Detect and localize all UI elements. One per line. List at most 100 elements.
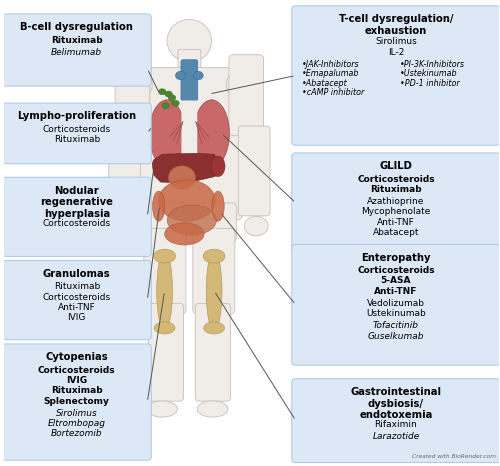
- Text: Splenectomy: Splenectomy: [44, 397, 110, 406]
- Ellipse shape: [206, 252, 222, 330]
- FancyBboxPatch shape: [193, 228, 235, 314]
- Text: Corticosteroids: Corticosteroids: [42, 125, 111, 134]
- FancyBboxPatch shape: [2, 103, 152, 164]
- FancyBboxPatch shape: [142, 203, 236, 242]
- Text: Vedolizumab: Vedolizumab: [367, 299, 425, 308]
- Ellipse shape: [147, 401, 178, 417]
- Text: •JAK-Inhibitors: •JAK-Inhibitors: [302, 60, 360, 69]
- Text: •Ustekinumab: •Ustekinumab: [400, 69, 458, 78]
- Text: Rituximab: Rituximab: [54, 135, 100, 144]
- Ellipse shape: [204, 322, 225, 334]
- Text: Anti-TNF: Anti-TNF: [377, 218, 415, 226]
- Ellipse shape: [198, 401, 228, 417]
- Text: B-cell dysregulation: B-cell dysregulation: [20, 22, 133, 32]
- FancyBboxPatch shape: [292, 153, 500, 253]
- Text: Rituximab: Rituximab: [54, 282, 100, 291]
- Ellipse shape: [164, 223, 204, 245]
- FancyBboxPatch shape: [2, 260, 152, 340]
- Text: Belimumab: Belimumab: [51, 48, 102, 57]
- Text: Nodular
regenerative
hyperplasia: Nodular regenerative hyperplasia: [40, 185, 113, 219]
- Text: •Emapalumab: •Emapalumab: [302, 69, 359, 78]
- Text: Enteropathy: Enteropathy: [361, 253, 430, 263]
- Text: •PD-1 inhibitor: •PD-1 inhibitor: [400, 79, 460, 88]
- Text: Bortezomib: Bortezomib: [51, 430, 102, 439]
- Ellipse shape: [158, 180, 216, 221]
- Ellipse shape: [162, 103, 170, 109]
- Ellipse shape: [167, 205, 216, 235]
- Text: Tofacitinib: Tofacitinib: [373, 321, 419, 330]
- FancyBboxPatch shape: [182, 101, 198, 169]
- Text: IVIG: IVIG: [68, 313, 86, 322]
- Text: Rituximab: Rituximab: [51, 35, 102, 45]
- Polygon shape: [152, 153, 220, 183]
- Text: Anti-TNF: Anti-TNF: [58, 303, 96, 312]
- FancyBboxPatch shape: [292, 379, 500, 463]
- Text: •PI-3K-Inhibitors: •PI-3K-Inhibitors: [400, 60, 465, 69]
- Text: Lympho-proliferation: Lympho-proliferation: [17, 111, 136, 122]
- FancyBboxPatch shape: [2, 14, 152, 86]
- Ellipse shape: [158, 89, 166, 95]
- Ellipse shape: [211, 156, 225, 177]
- Text: Granulomas: Granulomas: [43, 269, 110, 279]
- Text: •Abatacept: •Abatacept: [302, 79, 348, 88]
- FancyBboxPatch shape: [2, 344, 152, 460]
- Text: T-cell dysregulation/
exhaustion: T-cell dysregulation/ exhaustion: [338, 14, 453, 36]
- Ellipse shape: [203, 249, 225, 263]
- Text: Abatacept: Abatacept: [372, 228, 419, 237]
- Text: Corticosteroids: Corticosteroids: [38, 366, 116, 375]
- FancyBboxPatch shape: [148, 303, 184, 401]
- FancyBboxPatch shape: [238, 126, 270, 216]
- FancyBboxPatch shape: [136, 68, 242, 220]
- FancyBboxPatch shape: [229, 55, 264, 136]
- Text: Gastrointestinal
dysbiosis/
endotoxemia: Gastrointestinal dysbiosis/ endotoxemia: [350, 387, 442, 420]
- Text: Mycophenolate: Mycophenolate: [361, 207, 430, 216]
- Text: Rituximab: Rituximab: [370, 185, 422, 194]
- Text: Ustekinumab: Ustekinumab: [366, 309, 426, 318]
- Ellipse shape: [156, 252, 172, 330]
- Text: Created with BioRender.com: Created with BioRender.com: [412, 454, 496, 459]
- Ellipse shape: [150, 100, 185, 167]
- Text: Corticosteroids: Corticosteroids: [42, 293, 111, 302]
- Text: •cAMP inhibitor: •cAMP inhibitor: [302, 88, 364, 97]
- Text: Anti-TNF: Anti-TNF: [374, 287, 418, 296]
- Ellipse shape: [167, 20, 212, 62]
- FancyBboxPatch shape: [2, 177, 152, 256]
- Text: Eltrombopag: Eltrombopag: [48, 419, 106, 428]
- Ellipse shape: [244, 216, 268, 236]
- Ellipse shape: [176, 71, 186, 80]
- Text: Guselkumab: Guselkumab: [368, 331, 424, 341]
- Text: Corticosteroids: Corticosteroids: [357, 175, 434, 184]
- Text: Cytopenias: Cytopenias: [46, 352, 108, 362]
- Ellipse shape: [110, 216, 134, 236]
- Text: IL-2: IL-2: [388, 48, 404, 57]
- Ellipse shape: [154, 322, 175, 334]
- Ellipse shape: [132, 72, 152, 97]
- Text: GLILD: GLILD: [380, 161, 412, 171]
- FancyBboxPatch shape: [196, 303, 230, 401]
- FancyBboxPatch shape: [144, 228, 186, 314]
- FancyBboxPatch shape: [292, 6, 500, 145]
- Text: Corticosteroids: Corticosteroids: [357, 266, 434, 275]
- Text: Sirolimus: Sirolimus: [375, 37, 417, 47]
- FancyBboxPatch shape: [181, 60, 198, 101]
- Text: Corticosteroids: Corticosteroids: [42, 219, 111, 228]
- Ellipse shape: [154, 249, 176, 263]
- Text: Rifaximin: Rifaximin: [374, 420, 418, 429]
- Ellipse shape: [172, 100, 179, 106]
- Ellipse shape: [168, 166, 196, 189]
- FancyBboxPatch shape: [292, 244, 500, 365]
- Ellipse shape: [168, 95, 175, 101]
- Ellipse shape: [212, 191, 224, 221]
- Text: IVIG: IVIG: [66, 376, 88, 385]
- FancyBboxPatch shape: [108, 126, 140, 216]
- Ellipse shape: [194, 71, 203, 80]
- FancyBboxPatch shape: [115, 55, 150, 136]
- Text: Sirolimus: Sirolimus: [56, 409, 98, 418]
- Ellipse shape: [152, 191, 165, 221]
- Text: Rituximab: Rituximab: [51, 386, 102, 395]
- Text: 5-ASA: 5-ASA: [380, 276, 411, 286]
- Text: Larazotide: Larazotide: [372, 432, 420, 441]
- Ellipse shape: [226, 72, 246, 97]
- Ellipse shape: [165, 91, 172, 97]
- FancyBboxPatch shape: [178, 49, 201, 70]
